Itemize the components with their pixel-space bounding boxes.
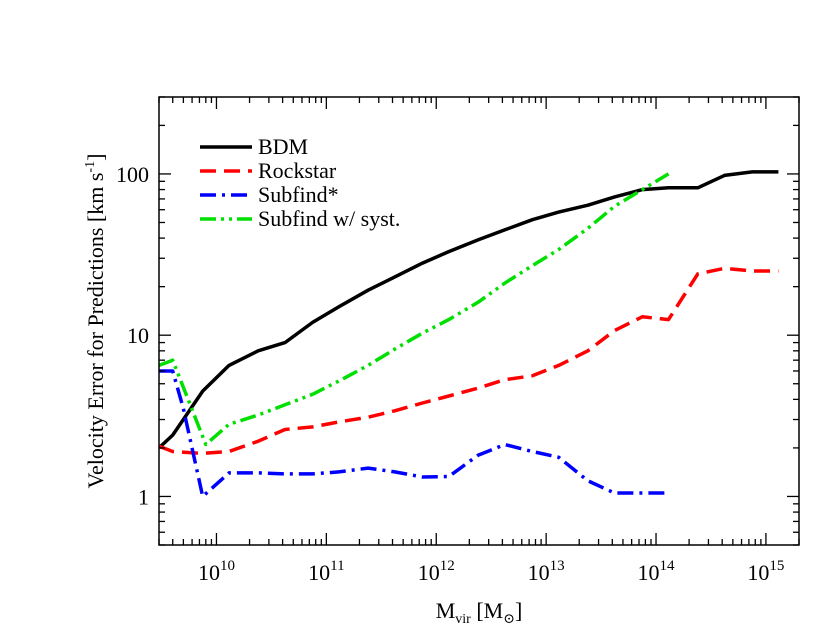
series-line-3: [159, 369, 665, 499]
x-tick-label: 1013: [528, 558, 565, 585]
y-tick-label: 100: [116, 162, 149, 187]
series-line-1: [159, 170, 779, 450]
series-layer: [159, 170, 779, 499]
series-line-2: [159, 266, 779, 456]
legend-item: Subfind w/ syst.: [200, 206, 400, 231]
tick-labels-layer: 1010 1011 1012 1013 1014 1015 1 10 100: [116, 162, 784, 585]
x-tick-label: 1010: [198, 558, 235, 585]
y-tick-label: 10: [127, 323, 149, 348]
x-tick-label: 1015: [747, 558, 784, 585]
y-tick-label: 1: [138, 484, 149, 509]
x-tick-label: 1014: [638, 558, 676, 585]
legend-item: Subfind*: [200, 182, 339, 207]
legend-label: Rockstar: [258, 158, 337, 183]
legend-label: BDM: [258, 134, 308, 159]
plot-frame: [158, 96, 800, 546]
x-axis-label: Mvir [M⊙]: [436, 598, 523, 627]
legend-label: Subfind*: [258, 182, 339, 207]
legend-label: Subfind w/ syst.: [258, 206, 400, 231]
x-tick-label: 1012: [418, 558, 455, 585]
legend-item: BDM: [200, 134, 308, 159]
ticks-layer: [158, 96, 800, 546]
series-line-4: [159, 172, 670, 447]
y-axis-label: Velocity Error for Predictions [km s-1]: [83, 154, 108, 489]
x-tick-label: 1011: [308, 558, 344, 585]
legend-item: Rockstar: [200, 158, 337, 183]
